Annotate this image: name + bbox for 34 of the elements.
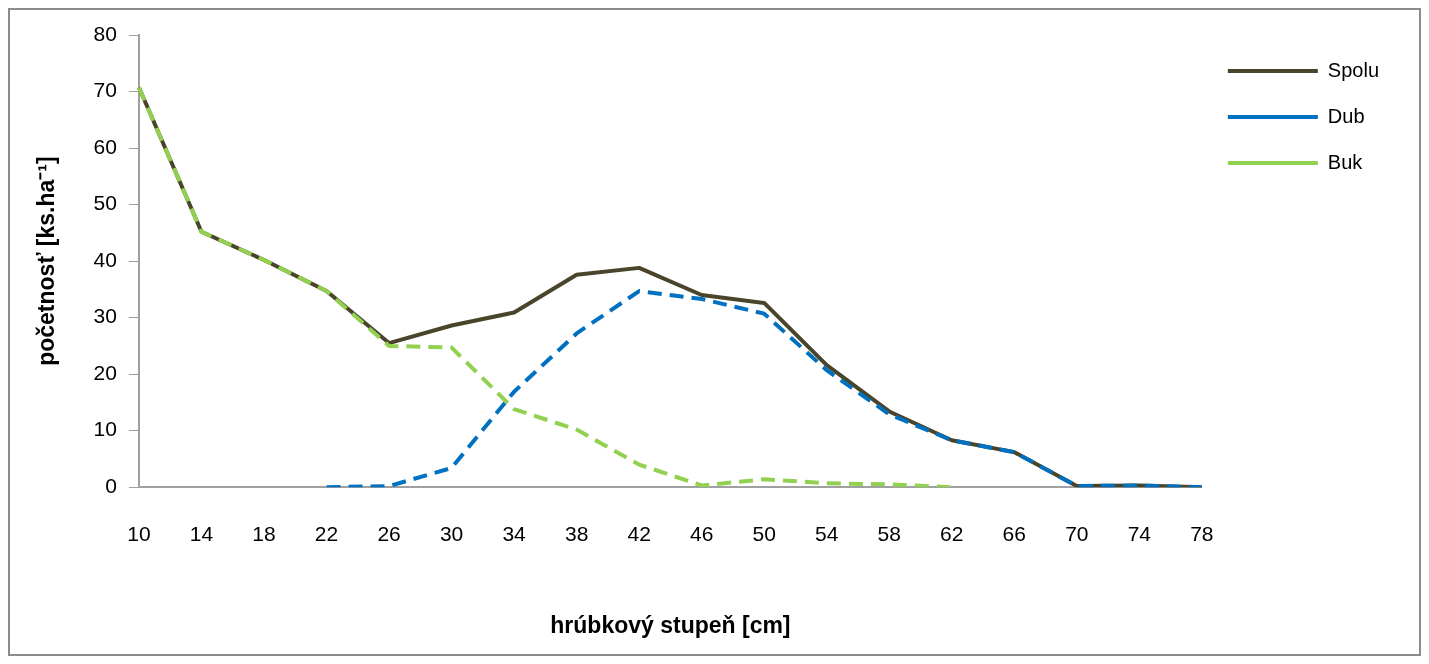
x-tick-label: 70 — [1065, 521, 1089, 545]
line-series — [136, 85, 954, 488]
y-tick-label: 30 — [93, 304, 117, 328]
legend-label: Dub — [1327, 104, 1365, 127]
y-tick-label: 40 — [93, 247, 117, 271]
y-tick-label: 50 — [93, 191, 117, 215]
x-tick-label: 34 — [502, 521, 527, 545]
y-tick-label: 60 — [93, 134, 117, 158]
x-tick-label: 18 — [252, 521, 276, 545]
x-axis-title: hrúbkový stupeň [cm] — [550, 611, 791, 638]
x-tick-label: 62 — [940, 521, 964, 545]
y-tick-label: 80 — [93, 21, 117, 45]
x-tick-label: 22 — [314, 521, 339, 545]
x-tick-label: 46 — [689, 521, 714, 545]
x-tick-label: 38 — [564, 521, 589, 545]
y-tick-label: 10 — [93, 417, 117, 441]
y-tick-label: 20 — [93, 360, 117, 384]
x-tick-label: 74 — [1127, 521, 1152, 545]
x-tick-label: 54 — [815, 521, 839, 545]
y-axis-title: početnosť [ks.ha⁻¹] — [33, 156, 60, 366]
x-tick-label: 30 — [439, 521, 464, 545]
legend-label: Spolu — [1327, 58, 1379, 81]
x-tick-label: 50 — [752, 521, 776, 545]
x-tick-label: 66 — [1002, 521, 1026, 545]
x-tick-label: 78 — [1190, 521, 1214, 545]
y-tick-label: 0 — [105, 474, 117, 497]
legend-label: Buk — [1327, 150, 1364, 173]
x-tick-label: 14 — [189, 521, 214, 545]
x-tick-label: 42 — [627, 521, 651, 545]
x-tick-label: 58 — [877, 521, 901, 545]
line-series — [324, 289, 1204, 488]
x-tick-label: 10 — [127, 521, 151, 545]
x-tick-label: 26 — [377, 521, 401, 545]
y-tick-label: 70 — [93, 78, 117, 102]
